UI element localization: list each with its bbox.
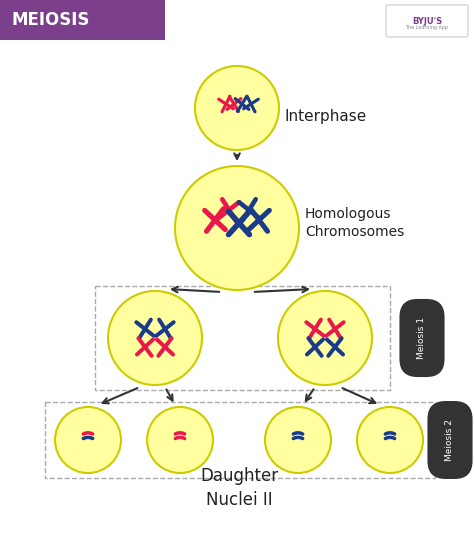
- Circle shape: [175, 166, 299, 290]
- Text: Meiosis 1: Meiosis 1: [418, 317, 427, 359]
- Text: The Learning App: The Learning App: [405, 25, 448, 29]
- Circle shape: [195, 66, 279, 150]
- Text: Interphase: Interphase: [285, 109, 367, 124]
- Circle shape: [265, 407, 331, 473]
- FancyBboxPatch shape: [0, 0, 165, 40]
- Text: Homologous
Chromosomes: Homologous Chromosomes: [305, 207, 404, 239]
- Circle shape: [108, 291, 202, 385]
- Circle shape: [147, 407, 213, 473]
- Text: Daughter
Nuclei II: Daughter Nuclei II: [200, 467, 278, 509]
- Circle shape: [55, 407, 121, 473]
- Text: MEIOSIS: MEIOSIS: [12, 11, 91, 29]
- Circle shape: [278, 291, 372, 385]
- Text: BYJU'S: BYJU'S: [412, 17, 442, 26]
- Circle shape: [357, 407, 423, 473]
- FancyBboxPatch shape: [386, 5, 468, 37]
- Text: Meiosis 2: Meiosis 2: [446, 419, 455, 461]
